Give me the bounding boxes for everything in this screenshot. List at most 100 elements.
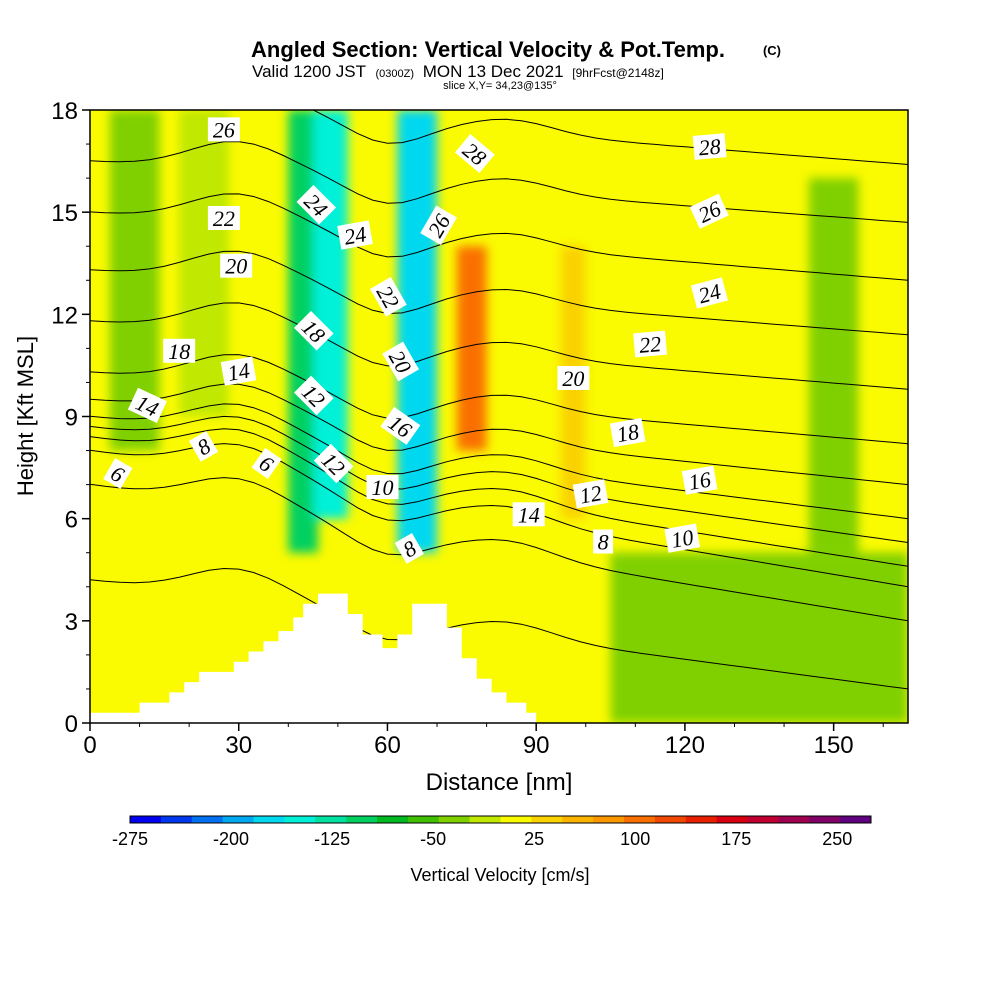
contour-label-box [394,533,424,564]
contour-label: 24 [690,277,729,309]
colorbar-label: Vertical Velocity [cm/s] [410,865,589,885]
y-tick-label: 15 [51,200,78,227]
x-tick-label: 120 [665,732,705,759]
colorbar-swatch [624,816,656,823]
contour-label-box [220,253,253,278]
contour-label-box [692,133,727,160]
contour-label-box [220,356,257,386]
colorbar-swatch [500,816,532,823]
theta-contour [90,302,908,390]
y-tick-label: 3 [65,609,78,636]
y-tick-label: 12 [51,302,78,329]
colorbar-swatch [469,816,502,823]
colorbar-tick-label: 100 [620,829,650,849]
contour-label: 22 [207,206,240,231]
contour-label-text: 18 [615,419,641,447]
colorbar-tick-label: -200 [213,829,249,849]
contour-label: 18 [163,338,196,364]
subtitle-date: MON 13 Dec 2021 [423,62,564,81]
contour-label-text: 20 [225,254,247,279]
chart-title-unit: (C) [763,43,781,58]
contour-label-text: 20 [562,366,584,391]
x-tick-label: 150 [814,732,854,759]
contour-label: 16 [681,465,718,495]
colorbar-swatch [130,816,162,823]
contour-label-text: 28 [698,134,722,161]
colorbar-frame [129,815,872,824]
colorbar-tick-labels: -275 -200 -125 -50 25 100 175 250 [112,829,852,849]
contour-label-box [296,184,337,225]
contour-label-box [689,193,729,229]
contour-label-text: 18 [168,339,190,364]
contour-label-text: 12 [578,480,604,508]
contour-label: 18 [609,417,646,448]
contour-label-box [366,475,399,499]
contour-label-text: 26 [213,117,235,142]
theta-contour [90,141,908,223]
x-tick-label: 0 [83,732,96,759]
contour-label-box [382,341,420,382]
velocity-cell [397,110,438,553]
theta-contour [312,110,908,165]
colorbar-swatch [284,816,316,823]
contour-label-text: 16 [687,466,713,494]
contour-label: 22 [633,330,668,358]
colorbar-tick-label: 250 [822,829,852,849]
colorbar-swatch [160,816,193,823]
contour-label-text: 10 [372,475,394,500]
velocity-cell [808,178,859,553]
colorbar-swatch [531,816,563,823]
x-axis-label: Distance [nm] [426,769,573,796]
theta-contour [90,428,908,567]
contour-label-box [593,529,614,554]
theta-contour [90,415,908,543]
theta-contour [90,193,908,281]
contour-label: 8 [188,430,219,462]
contour-label: 20 [220,253,253,279]
contour-label-box [294,310,334,351]
plot-area [90,110,908,723]
contour-label-box [420,205,458,246]
y-tick-label: 0 [65,711,78,738]
contour-label-box [609,417,646,448]
contour-label: 8 [394,533,424,564]
contour-label-box [681,465,718,495]
velocity-cell [456,246,487,451]
slice-info: slice X,Y= 34,23@135° [443,80,557,92]
colorbar-swatch [716,816,749,823]
x-tick-label: 60 [374,732,401,759]
contour-label-box [572,479,609,509]
theta-contour [90,443,908,588]
contour-label: 8 [593,529,614,555]
colorbar-tick-label: -275 [112,829,148,849]
colorbar-tick-label: 175 [721,829,751,849]
colorbar-swatch [654,816,687,823]
contour-label-box [557,366,590,390]
colorbar-swatch [809,816,841,823]
contour-label-text: 10 [669,524,695,552]
subtitle-utc: (0300Z) [375,68,414,80]
contour-label-box [294,375,334,416]
y-tick-label: 18 [51,98,78,125]
contour-label: 12 [572,479,609,509]
contour-label-box [313,443,354,484]
colorbar-tick-label: -125 [314,829,350,849]
contour-label: 28 [692,133,727,161]
x-tick-label: 90 [523,732,550,759]
colorbar-swatch [593,816,625,823]
x-axis: 0 30 60 90 120 150 [83,723,884,759]
theta-contour [90,250,908,336]
contour-label-box [163,338,196,363]
colorbar-swatch [315,816,347,823]
colorbar-swatch [191,816,224,823]
contour-label: 24 [337,220,373,250]
contour-label: 6 [103,458,133,489]
contour-label-text: 24 [342,221,368,249]
colorbar-swatch [253,816,285,823]
subtitle-forecast: [9hrFcst@2148z] [572,66,664,80]
contour-label: 26 [207,117,240,142]
contour-label: 20 [557,366,590,391]
contour-label-box [207,206,240,230]
colorbar-tick-label: -50 [420,829,446,849]
